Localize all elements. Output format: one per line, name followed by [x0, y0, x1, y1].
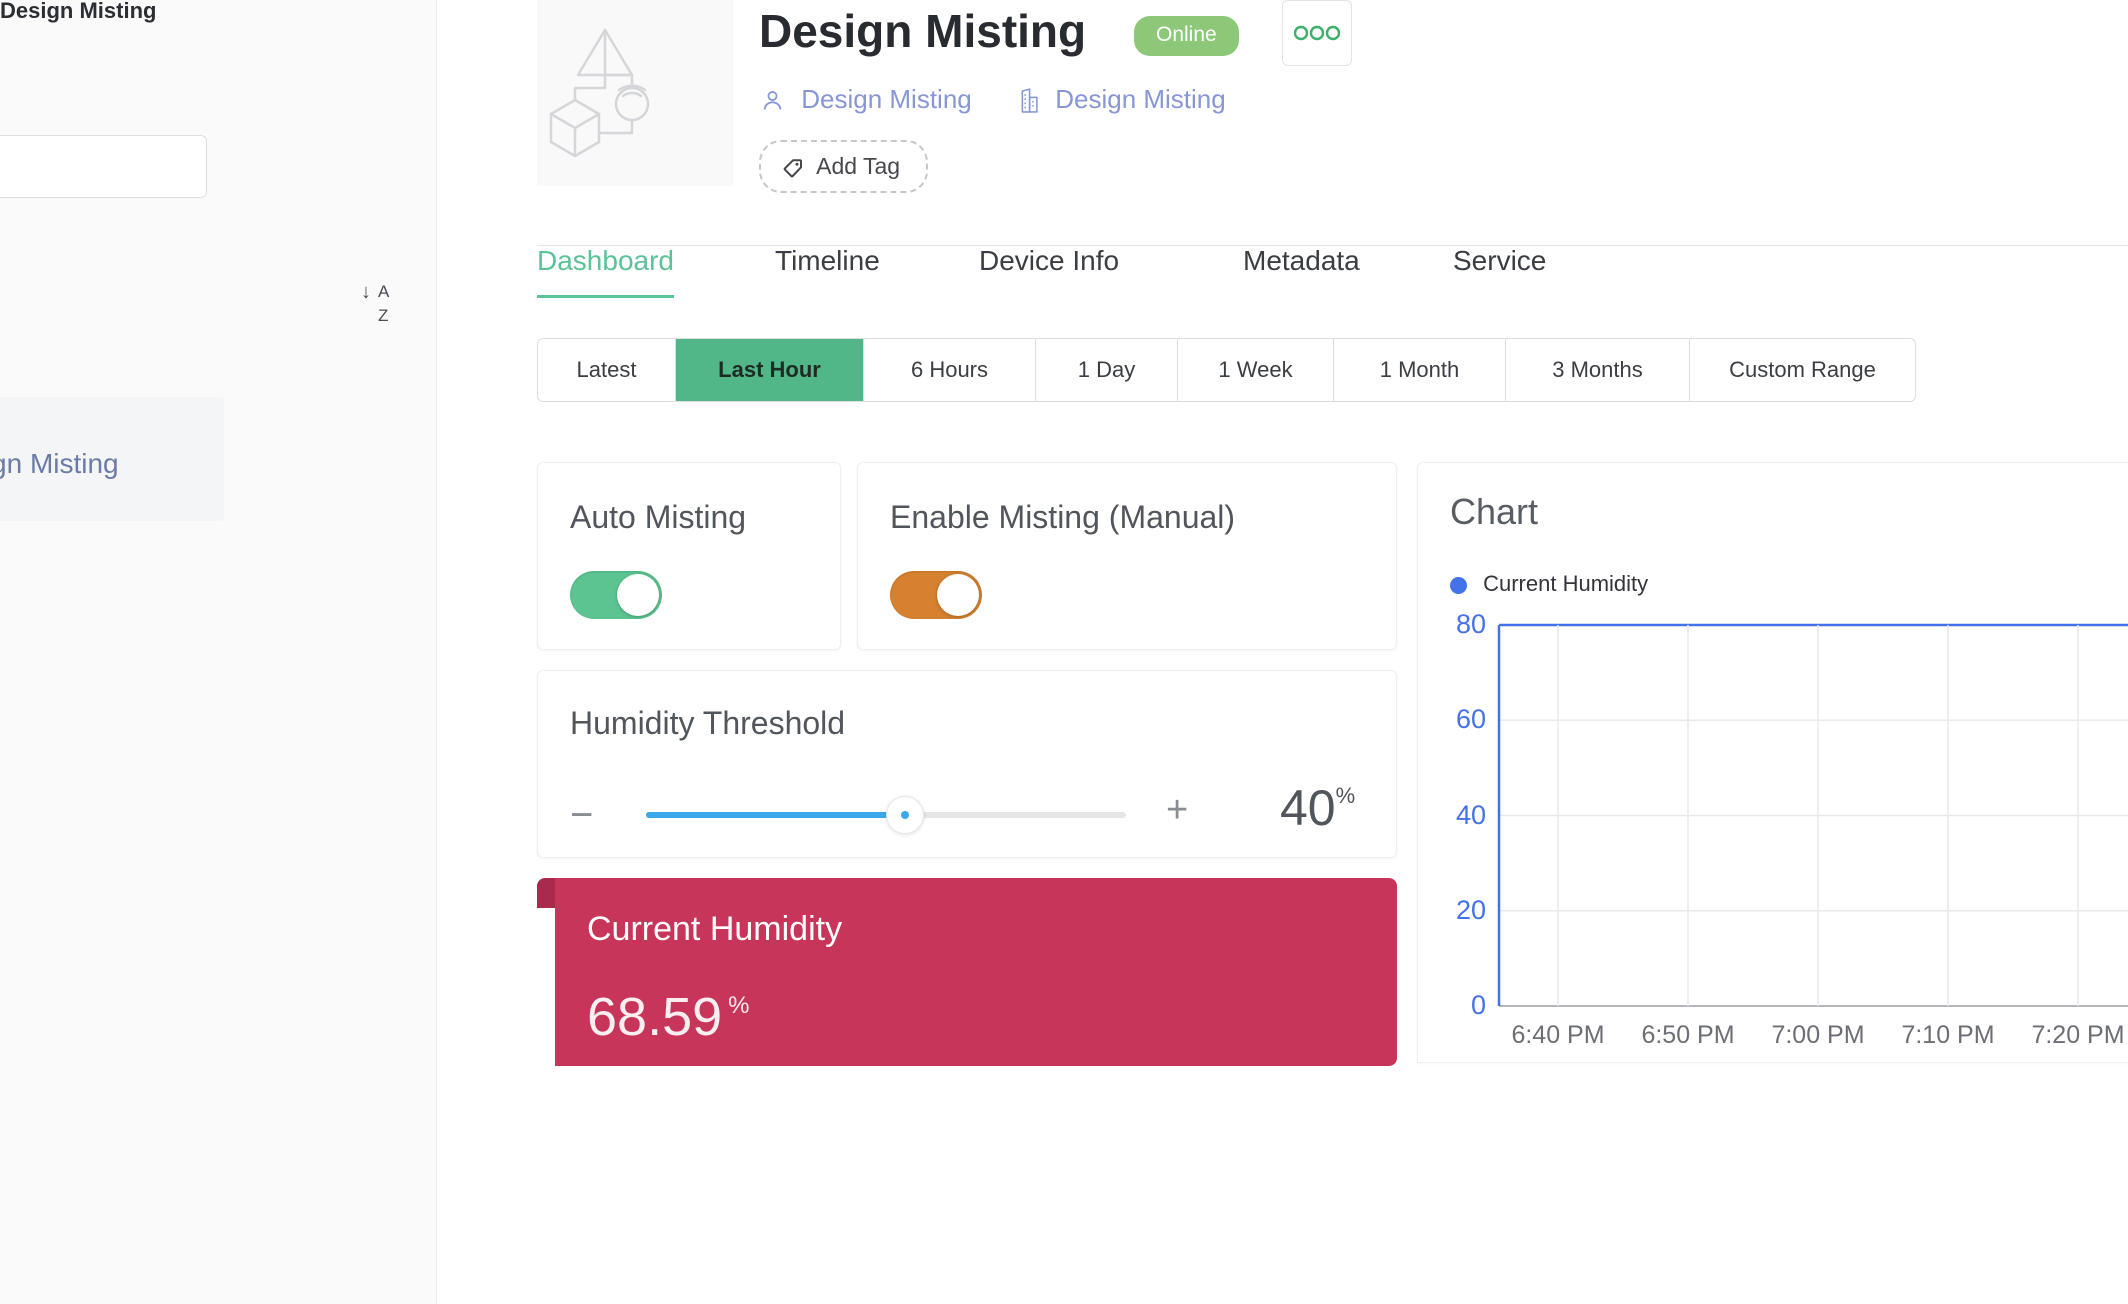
svg-text:20: 20 — [1456, 895, 1486, 925]
svg-text:6:40 PM: 6:40 PM — [1511, 1021, 1604, 1049]
svg-text:6:50 PM: 6:50 PM — [1641, 1021, 1734, 1049]
svg-text:7:00 PM: 7:00 PM — [1771, 1021, 1864, 1049]
svg-text:40: 40 — [1456, 800, 1486, 830]
svg-text:60: 60 — [1456, 704, 1486, 734]
svg-text:80: 80 — [1456, 609, 1486, 639]
svg-text:7:20 PM: 7:20 PM — [2031, 1021, 2124, 1049]
svg-text:7:10 PM: 7:10 PM — [1901, 1021, 1994, 1049]
svg-text:0: 0 — [1471, 990, 1486, 1020]
